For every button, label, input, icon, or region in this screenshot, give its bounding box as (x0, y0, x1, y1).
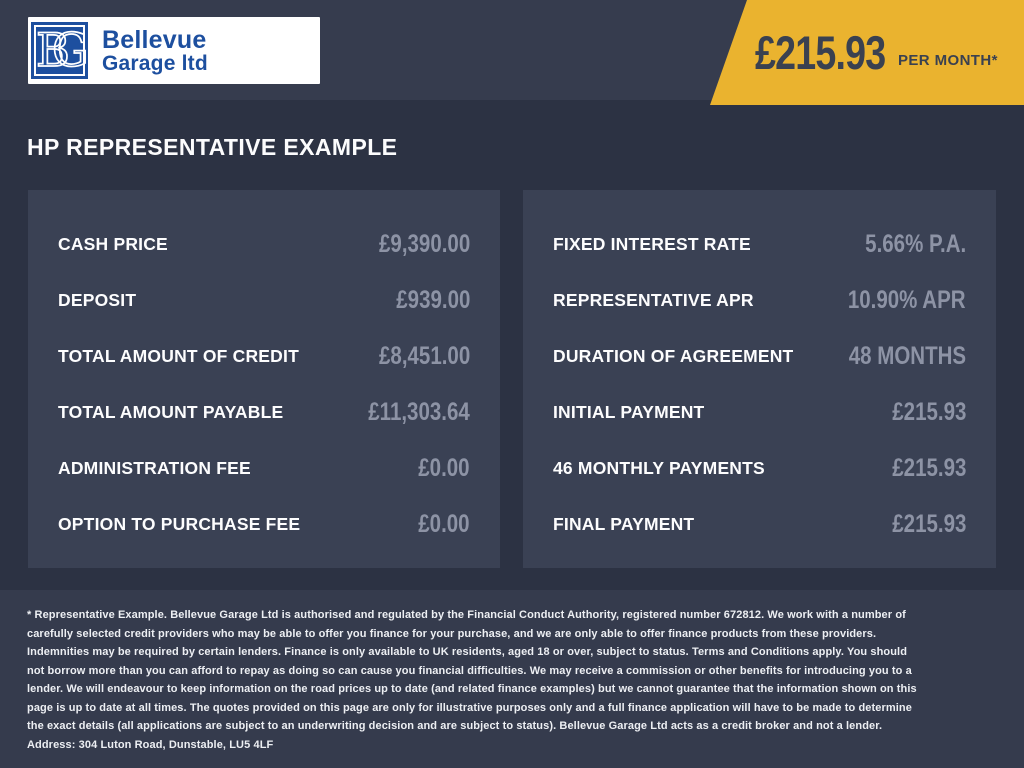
finance-row: TOTAL AMOUNT OF CREDIT £8,451.00 (58, 328, 470, 384)
monthly-price-suffix: PER MONTH* (898, 52, 998, 69)
finance-row-value: 48 MONTHS (848, 341, 966, 370)
disclaimer-text: * Representative Example. Bellevue Garag… (27, 609, 917, 751)
finance-row-value: £11,303.64 (368, 397, 470, 426)
monthly-price-amount: £215.93 (755, 26, 886, 79)
finance-row: TOTAL AMOUNT PAYABLE £11,303.64 (58, 384, 470, 440)
dealer-name-line1: Bellevue (102, 26, 207, 54)
finance-row-value: £215.93 (891, 397, 966, 426)
dealer-name-line2: Garage ltd (102, 52, 208, 75)
finance-row-value: £8,451.00 (378, 341, 470, 370)
monogram-letter-b: B (35, 22, 71, 78)
monogram-letter-g: G (51, 22, 89, 78)
finance-row: 46 MONTHLY PAYMENTS £215.93 (553, 440, 966, 496)
finance-row: FIXED INTEREST RATE 5.66% P.A. (553, 216, 966, 272)
finance-row-value: £0.00 (418, 453, 470, 482)
dealer-monogram-icon: B G (31, 22, 90, 79)
finance-row-label: INITIAL PAYMENT (553, 401, 705, 422)
finance-row-value: £939.00 (395, 285, 470, 314)
finance-row: DURATION OF AGREEMENT 48 MONTHS (553, 328, 966, 384)
dealer-logo: B G Bellevue Garage ltd (28, 17, 320, 84)
monthly-price-banner: £215.93 PER MONTH* (710, 0, 1024, 105)
finance-row: OPTION TO PURCHASE FEE £0.00 (58, 496, 470, 552)
finance-panel-amounts: CASH PRICE £9,390.00 DEPOSIT £939.00 TOTAL A… (28, 190, 500, 568)
monthly-price-amount-wrap: £215.93 (755, 25, 888, 80)
finance-row-label: CASH PRICE (58, 233, 168, 254)
finance-row-value: £215.93 (891, 509, 966, 538)
footer-bar: * Representative Example. Bellevue Garag… (0, 590, 1024, 768)
finance-row-label: TOTAL AMOUNT PAYABLE (58, 401, 284, 422)
finance-row-value: £215.93 (891, 453, 966, 482)
finance-row-label: OPTION TO PURCHASE FEE (58, 513, 301, 534)
header-bar: B G Bellevue Garage ltd £215.93 PER MONT… (0, 0, 1024, 105)
finance-row-label: FIXED INTEREST RATE (553, 233, 751, 254)
finance-row-value: £0.00 (418, 509, 470, 538)
finance-row-label: REPRESENTATIVE APR (553, 289, 754, 310)
finance-row: FINAL PAYMENT £215.93 (553, 496, 966, 552)
finance-row: CASH PRICE £9,390.00 (58, 216, 470, 272)
page-title: HP REPRESENTATIVE EXAMPLE (27, 134, 398, 160)
finance-row-value: 5.66% P.A. (864, 229, 966, 258)
finance-panel-terms: FIXED INTEREST RATE 5.66% P.A. REPRESENTAT… (523, 190, 996, 568)
finance-row-label: DURATION OF AGREEMENT (553, 345, 794, 366)
finance-row: REPRESENTATIVE APR 10.90% APR (553, 272, 966, 328)
dealer-name: Bellevue Garage ltd (102, 27, 208, 74)
finance-row-label: ADMINISTRATION FEE (58, 457, 251, 478)
finance-row-label: 46 MONTHLY PAYMENTS (553, 457, 765, 478)
finance-row: DEPOSIT £939.00 (58, 272, 470, 328)
finance-row-label: DEPOSIT (58, 289, 137, 310)
finance-row-label: FINAL PAYMENT (553, 513, 695, 534)
finance-row: INITIAL PAYMENT £215.93 (553, 384, 966, 440)
finance-row-label: TOTAL AMOUNT OF CREDIT (58, 345, 299, 366)
finance-row: ADMINISTRATION FEE £0.00 (58, 440, 470, 496)
finance-row-value: 10.90% APR (848, 285, 966, 314)
finance-row-value: £9,390.00 (378, 229, 470, 258)
